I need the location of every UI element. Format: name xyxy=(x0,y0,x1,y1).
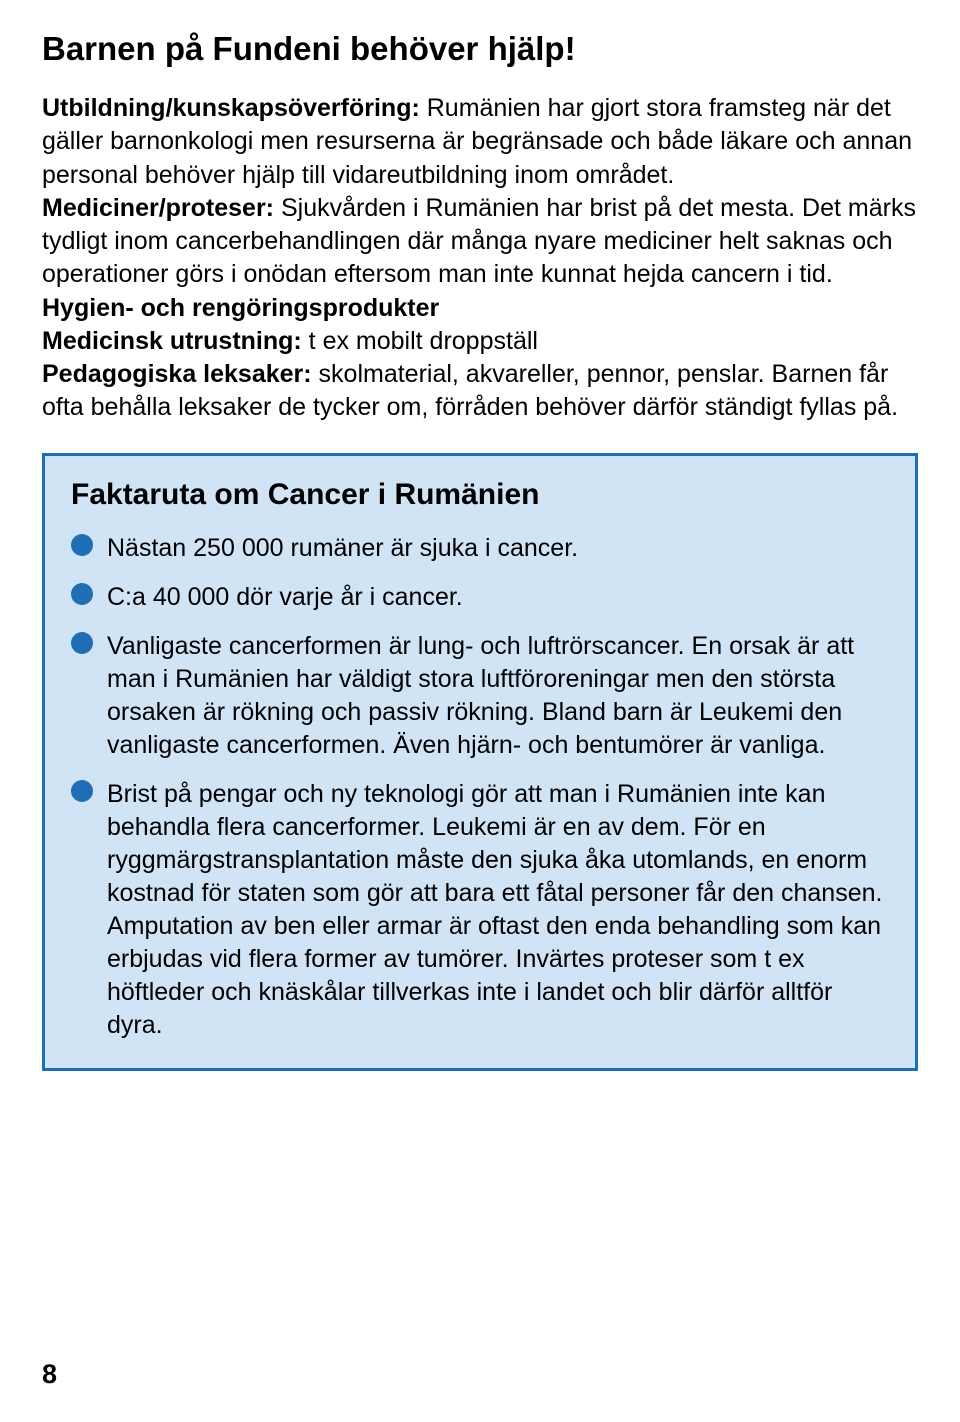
fact-item: Brist på pengar och ny teknologi gör att… xyxy=(71,778,889,1042)
factbox-title: Faktaruta om Cancer i Rumänien xyxy=(71,478,889,512)
lead-utrustning: Medicinsk utrustning: xyxy=(42,327,302,355)
lead-mediciner: Mediciner/proteser: xyxy=(42,194,274,222)
bullet-icon xyxy=(71,534,93,556)
text-utrustning: t ex mobilt droppställ xyxy=(302,327,538,355)
paragraph-utrustning: Medicinsk utrustning: t ex mobilt dropps… xyxy=(42,325,918,358)
factbox: Faktaruta om Cancer i Rumänien Nästan 25… xyxy=(42,453,918,1071)
page-title: Barnen på Fundeni behöver hjälp! xyxy=(42,30,918,68)
fact-text: Nästan 250 000 rumäner är sjuka i cancer… xyxy=(107,534,578,562)
lead-leksaker: Pedagogiska leksaker: xyxy=(42,360,312,388)
bullet-icon xyxy=(71,780,93,802)
fact-item: Vanligaste cancerformen är lung- och luf… xyxy=(71,630,889,762)
paragraph-hygien: Hygien- och rengöringsprodukter xyxy=(42,292,918,325)
bullet-icon xyxy=(71,583,93,605)
fact-text: Vanligaste cancerformen är lung- och luf… xyxy=(107,632,854,759)
lead-utbildning: Utbildning/kunskapsöverföring: xyxy=(42,94,420,122)
fact-item: C:a 40 000 dör varje år i cancer. xyxy=(71,581,889,614)
fact-text: C:a 40 000 dör varje år i cancer. xyxy=(107,583,463,611)
page-number: 8 xyxy=(42,1359,57,1390)
fact-list: Nästan 250 000 rumäner är sjuka i cancer… xyxy=(71,532,889,1042)
lead-hygien: Hygien- och rengöringsprodukter xyxy=(42,294,439,322)
paragraph-leksaker: Pedagogiska leksaker: skolmaterial, akva… xyxy=(42,358,918,425)
fact-item: Nästan 250 000 rumäner är sjuka i cancer… xyxy=(71,532,889,565)
bullet-icon xyxy=(71,632,93,654)
paragraph-mediciner: Mediciner/proteser: Sjukvården i Rumänie… xyxy=(42,192,918,292)
fact-text: Brist på pengar och ny teknologi gör att… xyxy=(107,780,882,1039)
paragraph-utbildning: Utbildning/kunskapsöverföring: Rumänien … xyxy=(42,92,918,192)
body-text: Utbildning/kunskapsöverföring: Rumänien … xyxy=(42,92,918,425)
